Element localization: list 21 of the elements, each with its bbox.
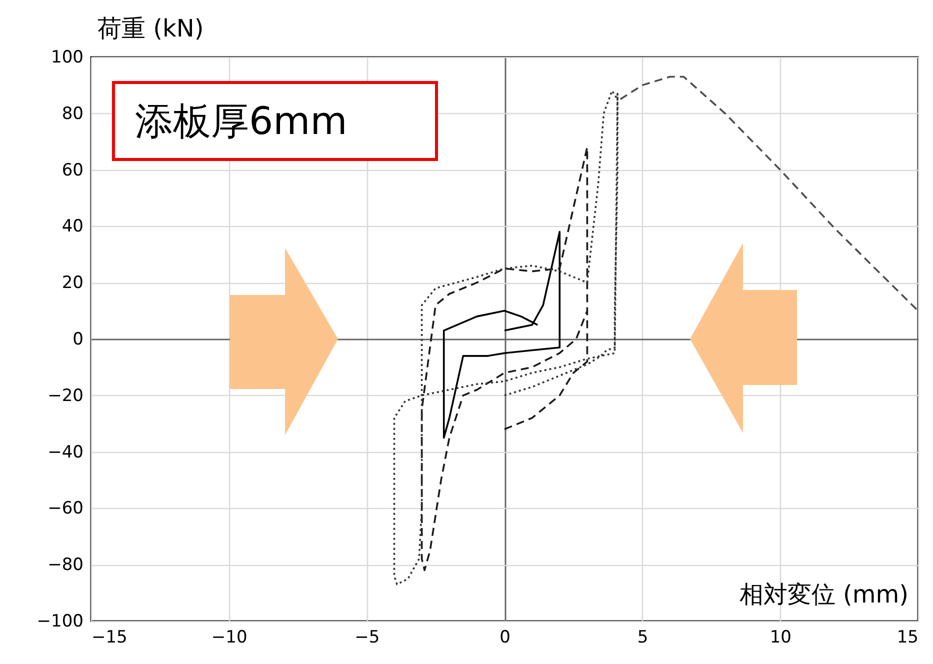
y-tick-label: 40 <box>62 216 84 237</box>
y-tick-label: −60 <box>48 498 84 519</box>
x-tick-label: −5 <box>354 628 380 648</box>
y-tick-label: 100 <box>51 48 84 68</box>
y-axis-title: 荷重 (kN) <box>98 14 204 42</box>
y-tick-label: 20 <box>62 273 84 294</box>
y-tick-label: −40 <box>48 442 84 462</box>
annotation: 添板厚6mm <box>112 81 438 161</box>
x-tick-label: −10 <box>211 628 248 648</box>
y-tick-label: −100 <box>36 612 84 632</box>
x-tick-label: 10 <box>770 628 792 648</box>
y-tick-label: −20 <box>48 386 84 406</box>
x-tick-label: −15 <box>92 628 128 648</box>
x-tick-label: 15 <box>896 628 918 648</box>
y-tick-label: 0 <box>72 330 84 350</box>
y-tick-label: 60 <box>62 160 84 180</box>
x-tick-label: 5 <box>637 628 648 648</box>
y-tick-label: −80 <box>48 555 84 576</box>
y-tick-label: 80 <box>62 104 84 124</box>
x-axis-title: 相対変位 (mm) <box>739 580 908 608</box>
x-tick-label: 0 <box>500 628 510 648</box>
